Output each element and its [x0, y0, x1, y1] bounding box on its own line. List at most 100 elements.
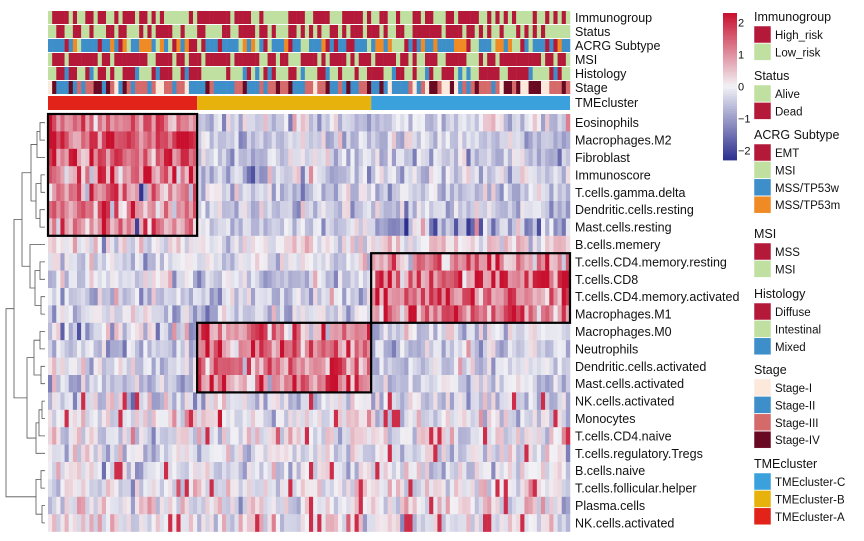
heatmap-cell [532, 253, 538, 271]
heatmap-cell [321, 392, 326, 411]
heatmap-cell [458, 166, 463, 184]
heatmap-cell [126, 322, 132, 341]
heatmap-cell [172, 288, 177, 306]
heatmap-cell [317, 409, 322, 428]
heatmap-cell [528, 322, 533, 341]
heatmap-cell [114, 183, 119, 202]
heatmap-cell [528, 218, 533, 237]
heatmap-cell [271, 235, 277, 254]
heatmap-cell [565, 322, 571, 341]
heatmap-cell [101, 375, 107, 393]
annotation-cell [541, 39, 546, 52]
annotation-cell [222, 81, 227, 94]
heatmap-cell [139, 322, 144, 341]
legend-swatch [753, 161, 772, 179]
heatmap-cell [300, 427, 306, 445]
heatmap-cell [296, 131, 301, 150]
heatmap-cell [362, 479, 368, 498]
heatmap-cell [172, 235, 177, 254]
heatmap-cell [408, 322, 413, 341]
heatmap-cell [201, 253, 206, 271]
heatmap-cell [445, 357, 451, 376]
heatmap-cell [135, 114, 140, 132]
heatmap-cell [375, 392, 380, 411]
heatmap-cell [317, 253, 322, 271]
heatmap-cell [68, 409, 74, 428]
heatmap-cell [346, 235, 351, 254]
heatmap-cell [226, 235, 231, 254]
annotation-cell [164, 53, 169, 66]
heatmap-cell [458, 288, 463, 306]
heatmap-cell [251, 322, 256, 341]
annotation-cell [89, 67, 94, 80]
heatmap-cell [462, 201, 467, 219]
annotation-cell [143, 53, 148, 66]
annotation-cell [491, 53, 496, 66]
row-label: Mast.cells.activated [575, 377, 684, 391]
heatmap-cell [338, 201, 343, 219]
heatmap-cell [271, 288, 277, 306]
heatmap-cell [122, 514, 127, 532]
heatmap-cell [375, 131, 380, 150]
annotation-cell [126, 81, 132, 94]
heatmap-cell [106, 427, 111, 445]
legend-swatch [753, 302, 772, 321]
heatmap-cell [524, 392, 529, 411]
heatmap-cell [416, 375, 422, 393]
heatmap-cell [180, 270, 185, 289]
annotation-cell [267, 67, 272, 80]
heatmap-cell [246, 201, 252, 219]
annotation-cell [346, 39, 351, 52]
heatmap-cell [478, 201, 484, 219]
heatmap-cell [267, 514, 272, 532]
heatmap-cell [371, 375, 376, 393]
heatmap-cell [110, 375, 115, 393]
heatmap-cell [396, 357, 401, 376]
heatmap-cell [449, 322, 455, 341]
heatmap-cell [391, 322, 397, 341]
heatmap-cell [541, 114, 546, 132]
annotation-cell [325, 67, 330, 80]
heatmap-cell [267, 235, 272, 254]
heatmap-cell [487, 340, 492, 358]
heatmap-cell [470, 514, 475, 532]
heatmap-cell [309, 392, 314, 411]
heatmap-cell [433, 166, 438, 184]
heatmap-cell [280, 166, 285, 184]
heatmap-cell [520, 496, 525, 515]
annotation-cell [362, 81, 368, 94]
annotation-cell [155, 53, 161, 66]
annotation-cell [193, 11, 198, 24]
annotation-track-label: ACRG Subtype [575, 39, 661, 53]
heatmap-cell [89, 375, 94, 393]
annotation-cell [288, 81, 293, 94]
heatmap-cell [317, 496, 322, 515]
color-scale-segment [723, 103, 737, 107]
annotation-cell [222, 39, 227, 52]
heatmap-cell [296, 427, 301, 445]
heatmap-cell [329, 270, 335, 289]
heatmap-cell [561, 409, 567, 428]
heatmap-cell [193, 131, 198, 150]
heatmap-cell [230, 166, 235, 184]
heatmap-cell [139, 148, 144, 167]
heatmap-cell [271, 392, 277, 411]
heatmap-cell [275, 496, 281, 515]
heatmap-cell [416, 148, 422, 167]
heatmap-cell [217, 322, 223, 341]
heatmap-cell [72, 218, 78, 237]
annotation-cell [524, 67, 529, 80]
heatmap-cell [64, 270, 69, 289]
heatmap-cell [371, 444, 376, 463]
heatmap-cell [557, 235, 562, 254]
heatmap-cell [201, 462, 206, 480]
heatmap-cell [466, 288, 471, 306]
heatmap-cell [188, 114, 194, 132]
heatmap-cell [524, 322, 529, 341]
heatmap-cell [404, 444, 409, 463]
heatmap-cell [89, 357, 94, 376]
heatmap-cell [81, 166, 86, 184]
heatmap-cell [561, 166, 567, 184]
heatmap-cell [474, 479, 480, 498]
heatmap-cell [478, 288, 484, 306]
